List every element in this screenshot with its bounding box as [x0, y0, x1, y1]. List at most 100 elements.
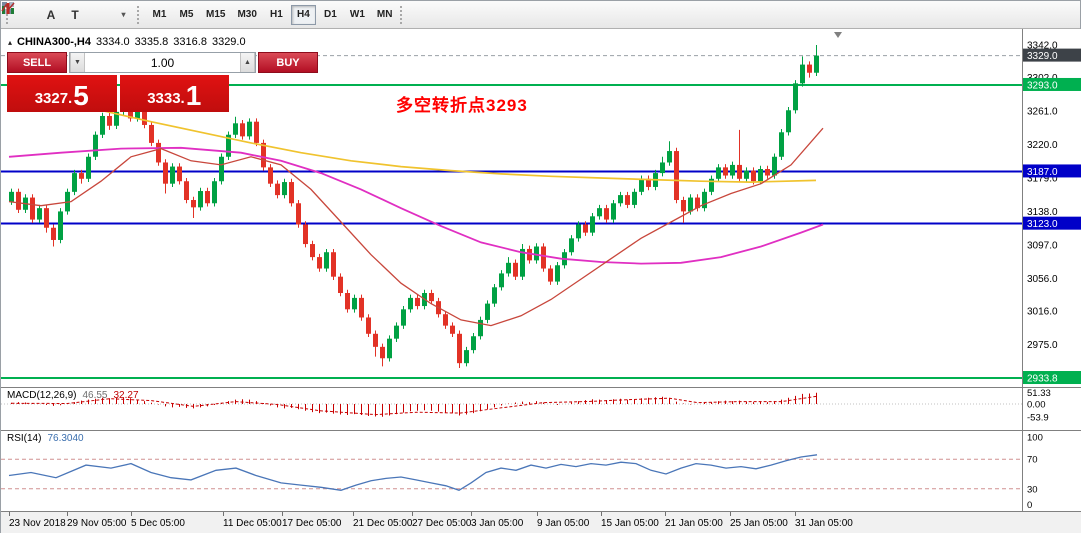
- text-tool-icon[interactable]: T: [63, 4, 87, 26]
- svg-text:3329.0: 3329.0: [1027, 51, 1058, 62]
- macd-name: MACD(12,26,9): [7, 390, 77, 401]
- timeframe-m1-button[interactable]: M1: [147, 5, 172, 25]
- svg-text:3342.0: 3342.0: [1027, 41, 1058, 52]
- timeframe-w1-button[interactable]: W1: [345, 5, 370, 25]
- time-label: 15 Jan 05:00: [601, 518, 659, 529]
- rsi-panel: 100 70 30 0 RSI(14) 76.3040: [1, 430, 1081, 511]
- ask-price-display[interactable]: 3333. 1: [119, 75, 229, 112]
- time-tick: [730, 512, 731, 516]
- chart-type-icon[interactable]: [2, 3, 111, 26]
- svg-text:2975.0: 2975.0: [1027, 340, 1058, 351]
- time-tick: [353, 512, 354, 516]
- timeframe-m5-button[interactable]: M5: [174, 5, 199, 25]
- time-tick: [795, 512, 796, 516]
- ma-line-magenta: [8, 146, 824, 265]
- toolbar-grip-3[interactable]: [400, 5, 405, 24]
- bid-price-display[interactable]: 3327. 5: [7, 75, 117, 112]
- volume-control: ▼ ▲: [69, 52, 256, 73]
- bid-price-big-digit: 5: [73, 80, 89, 111]
- ohlc-open: 3334.0: [95, 36, 130, 48]
- time-tick: [131, 512, 132, 516]
- price-axis[interactable]: 3342.03302.03261.03220.03179.03138.03097…: [1022, 29, 1081, 387]
- macd-axis[interactable]: 51.330.00-53.9: [1022, 387, 1051, 430]
- one-click-collapse-arrow-icon[interactable]: ▴: [8, 37, 13, 47]
- time-axis[interactable]: 23 Nov 2018 29 Nov 05:00 5 Dec 05:00 11 Dec…: [1, 511, 1081, 533]
- chart-annotation: 多空转折点3293: [396, 96, 528, 115]
- timeframe-h4-button[interactable]: H4: [290, 4, 316, 25]
- rsi-canvas[interactable]: 100 70 30 0: [1, 430, 1081, 511]
- timeframe-d1-button[interactable]: D1: [318, 5, 343, 25]
- macd-canvas[interactable]: 51.330.00-53.9: [1, 387, 1081, 430]
- toolbar: A T ▾ M1 M5 M15 M30 H1 H4 D1 W1 MN: [1, 1, 1080, 29]
- charts-window-icon[interactable]: [2, 2, 39, 26]
- bid-price-main: 3327.: [34, 89, 73, 107]
- time-label: 5 Dec 05:00: [131, 518, 185, 529]
- time-label: 25 Jan 05:00: [730, 518, 788, 529]
- time-tick: [601, 512, 602, 516]
- time-label: 3 Jan 05:00: [471, 518, 524, 529]
- macd-histogram: [11, 392, 817, 417]
- macd-label: MACD(12,26,9) 46.55 32.27: [7, 390, 139, 401]
- macd-main-value: 46.55: [82, 390, 108, 401]
- time-tick: [471, 512, 472, 516]
- buy-button[interactable]: BUY: [258, 52, 318, 73]
- chart-shift-marker-icon[interactable]: [834, 32, 842, 38]
- toolbar-grip[interactable]: [6, 5, 11, 24]
- ohlc-high: 3335.8: [134, 36, 169, 48]
- macd-panel: 51.33 0.00 -53.9 MACD(12,26,9) 46.55 32.27: [1, 387, 1081, 430]
- svg-text:3056.0: 3056.0: [1027, 274, 1058, 285]
- svg-text:2933.8: 2933.8: [1027, 374, 1058, 385]
- sell-button[interactable]: SELL: [7, 52, 67, 73]
- time-label: 21 Jan 05:00: [665, 518, 723, 529]
- ma-line-yellow: [55, 101, 817, 183]
- time-tick: [223, 512, 224, 516]
- ask-price-big-digit: 1: [185, 80, 202, 111]
- symbol-period-label: CHINA300-,H4: [17, 36, 91, 48]
- cursor-tool-icon[interactable]: A: [39, 4, 63, 26]
- svg-text:3138.0: 3138.0: [1027, 207, 1058, 218]
- macd-signal-line: [11, 395, 817, 416]
- svg-text:3179.0: 3179.0: [1027, 173, 1058, 184]
- svg-text:3016.0: 3016.0: [1027, 306, 1058, 317]
- svg-text:70: 70: [1027, 455, 1038, 466]
- chart-header: ▴ CHINA300-,H4 3334.0 3335.8 3316.8 3329…: [8, 36, 246, 48]
- ask-price-main: 3333.: [147, 89, 185, 107]
- time-tick: [412, 512, 413, 516]
- svg-text:100: 100: [1027, 433, 1043, 444]
- one-click-trade-panel: SELL ▼ ▲ BUY 3327. 5 3333. 1: [7, 52, 318, 112]
- main-chart-panel: 3342.03302.03261.03220.03179.03138.03097…: [1, 29, 1081, 387]
- rsi-label: RSI(14) 76.3040: [7, 433, 84, 444]
- svg-text:3293.0: 3293.0: [1027, 80, 1058, 91]
- ohlc-close: 3329.0: [211, 36, 246, 48]
- rsi-axis[interactable]: 100 70 30 0: [1022, 430, 1043, 511]
- horizontal-line-objects[interactable]: [1, 83, 1022, 380]
- time-label: 27 Dec 05:00: [412, 518, 472, 529]
- timeframe-h1-button[interactable]: H1: [264, 5, 289, 25]
- toolbar-grip-2[interactable]: [137, 5, 142, 24]
- time-label: 11 Dec 05:00: [223, 518, 282, 529]
- time-label: 29 Nov 05:00: [67, 518, 127, 529]
- indicators-dropdown-icon[interactable]: ▾: [1, 2, 135, 26]
- svg-text:3123.0: 3123.0: [1027, 219, 1058, 230]
- time-tick: [282, 512, 283, 516]
- svg-text:30: 30: [1027, 484, 1038, 495]
- current-price-tag: [1023, 48, 1081, 62]
- timeframe-mn-button[interactable]: MN: [372, 5, 398, 25]
- rsi-line: [8, 454, 818, 492]
- time-tick: [9, 512, 10, 516]
- price-chart-canvas[interactable]: 3342.03302.03261.03220.03179.03138.03097…: [1, 29, 1081, 387]
- time-tick: [67, 512, 68, 516]
- svg-text:3097.0: 3097.0: [1027, 240, 1058, 251]
- timeframe-m15-button[interactable]: M15: [201, 5, 230, 25]
- rsi-value: 76.3040: [47, 433, 84, 444]
- time-label: 31 Jan 05:00: [795, 518, 853, 529]
- svg-text:0.00: 0.00: [1027, 400, 1046, 411]
- volume-increase-button[interactable]: ▲: [240, 53, 255, 72]
- volume-decrease-button[interactable]: ▼: [70, 53, 85, 72]
- volume-input[interactable]: [85, 53, 240, 72]
- time-label: 23 Nov 2018: [9, 518, 66, 529]
- svg-text:3220.0: 3220.0: [1027, 140, 1058, 151]
- timeframe-m30-button[interactable]: M30: [232, 5, 261, 25]
- rsi-name: RSI(14): [7, 433, 42, 444]
